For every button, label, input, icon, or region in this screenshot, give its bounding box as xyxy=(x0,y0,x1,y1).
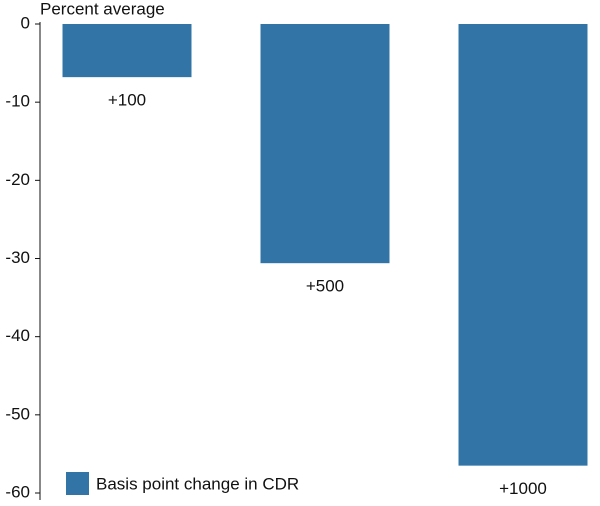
y-tick-label: -50 xyxy=(5,404,30,423)
y-tick-label: -30 xyxy=(5,248,30,267)
y-tick-label: -20 xyxy=(5,170,30,189)
bar xyxy=(458,24,588,466)
y-tick-label: 0 xyxy=(21,13,30,32)
category-label: +100 xyxy=(108,91,146,110)
category-label: +500 xyxy=(306,277,344,296)
legend-label: Basis point change in CDR xyxy=(96,474,299,493)
category-label: +1000 xyxy=(499,479,547,498)
y-axis-label: Percent average xyxy=(40,0,165,18)
y-tick-label: -60 xyxy=(5,482,30,501)
y-tick-label: -40 xyxy=(5,326,30,345)
legend-swatch xyxy=(66,472,89,495)
bar xyxy=(62,24,192,78)
bar xyxy=(260,24,390,264)
y-tick-label: -10 xyxy=(5,92,30,111)
